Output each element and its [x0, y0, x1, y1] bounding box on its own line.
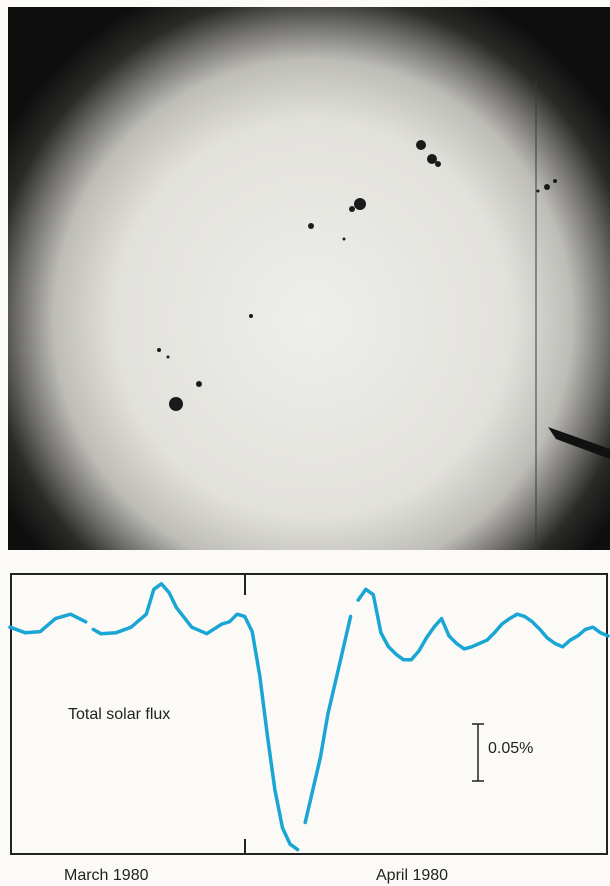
sunspot-icon: [553, 179, 557, 183]
sunspot-icon: [166, 355, 170, 359]
scale-bar: [472, 723, 484, 782]
sunspot-icon: [196, 381, 202, 387]
sunspot-icon: [536, 189, 540, 193]
occulter-arm-icon: [548, 427, 610, 459]
flux-trace-segment-2: [303, 614, 353, 825]
sunspot-icon: [544, 184, 550, 190]
sunspot-icon: [349, 206, 355, 212]
series-label: Total solar flux: [68, 706, 171, 723]
sunspot-icon: [354, 198, 366, 210]
flux-trace: [8, 582, 610, 852]
flux-trace-segment-1: [91, 582, 300, 852]
scale-bar-label: 0.05%: [488, 740, 534, 757]
flux-trace-segment-0: [8, 612, 88, 635]
sunspot-icon: [416, 140, 426, 150]
month-label-april: April 1980: [376, 867, 449, 884]
sunspot-icon: [427, 154, 437, 164]
flux-plot: [8, 573, 610, 855]
sunspot-icon: [435, 161, 441, 167]
sunspot-group: [157, 140, 557, 411]
sunspot-icon: [308, 223, 314, 229]
sun-disk-photo: [8, 7, 610, 550]
sunspot-icon: [342, 237, 346, 241]
month-label-march: March 1980: [64, 867, 149, 884]
flux-trace-segment-3: [356, 587, 610, 662]
sunspot-icon: [169, 397, 183, 411]
sunspot-icon: [157, 348, 161, 352]
sunspot-icon: [249, 314, 253, 318]
